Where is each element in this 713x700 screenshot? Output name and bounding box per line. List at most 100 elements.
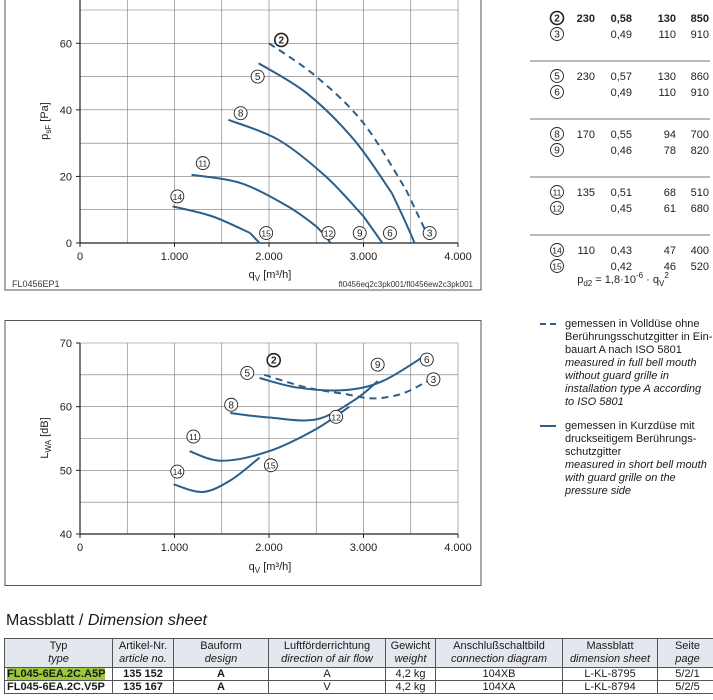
sound-x-axis-label: qV [m³/h] (249, 561, 292, 575)
marker-label: 15 (261, 229, 271, 239)
marker-label: 3 (431, 375, 437, 386)
marker-label: 5 (255, 72, 261, 83)
curve-marker-15: 15 (259, 226, 274, 240)
curve-marker-3: 3 (426, 372, 441, 387)
curve-8-9 (230, 380, 379, 422)
operating-point-row: 15 0,42 46 520 (550, 259, 709, 273)
cell-article: 135 152 (112, 667, 174, 681)
marker-label: 15 (266, 461, 276, 471)
title-en: Dimension sheet (87, 612, 207, 629)
op-cell: 0,45 (611, 203, 632, 215)
highlighted-type[interactable]: FL045-6EA.2C.A5P (7, 668, 106, 680)
x-tick-label: 1.000 (161, 251, 189, 263)
op-curve-id: 11 (553, 188, 562, 198)
x-tick-label: 1.000 (161, 542, 189, 554)
marker-label: 8 (238, 109, 244, 120)
op-curve-id: 9 (554, 146, 560, 157)
marker-label: 11 (198, 159, 207, 169)
y-tick-label: 50 (60, 465, 72, 477)
legend-en-line: measured in short bell mouth (565, 459, 707, 471)
op-cell: 46 (664, 261, 676, 273)
op-cell: 0,57 (611, 71, 632, 83)
cell-connection[interactable]: 104XB (435, 667, 563, 681)
op-cell: 230 (577, 71, 595, 83)
op-cell: 910 (691, 29, 709, 41)
legend-en-line: installation type A according (565, 383, 702, 395)
curve-marker-3: 3 (422, 226, 437, 240)
cell-page: 5/2/1 (657, 667, 713, 681)
marker-label: 5 (244, 368, 250, 379)
legend-de-line: bauart A nach ISO 5801 (565, 344, 682, 356)
op-cell: 0,46 (611, 145, 632, 157)
cell-type[interactable]: FL045-6EA.2C.A5P (4, 667, 113, 681)
curve-marker-6: 6 (419, 352, 434, 367)
op-cell: 0,55 (611, 129, 632, 141)
legend-en-line: without guard grille in (565, 370, 669, 382)
col-dimension-sheet: Massblatt dimension sheet (562, 638, 658, 668)
curve-marker-15: 15 (263, 458, 278, 473)
curve-14-15 (173, 456, 261, 493)
curve-marker-11: 11 (195, 156, 210, 171)
x-tick-label: 2.000 (255, 542, 283, 554)
cell-type[interactable]: FL045-6EA.2C.V5P (4, 680, 113, 694)
legend-en-line: to ISO 5801 (565, 396, 624, 408)
col-page: Seite page (657, 638, 713, 668)
marker-label: 11 (189, 432, 198, 442)
curve-marker-12: 12 (329, 409, 344, 424)
curve-marker-9: 9 (352, 226, 367, 240)
curve-marker-11: 11 (186, 429, 201, 444)
y-tick-label: 60 (60, 38, 72, 50)
pressure-chart: 2 5 8 11 14 15 12 9 6 3 0 1.000 2.000 3.000 4.000 0 20 4… (4, 0, 482, 291)
cell-article: 135 167 (112, 680, 174, 694)
table-row[interactable]: FL045-6EA.2C.A5P 135 152 A A 4,2 kg 104X… (4, 667, 713, 681)
cell-dimension-sheet[interactable]: L-KL-8794 (562, 680, 658, 694)
curve-marker-9: 9 (370, 357, 385, 372)
pressure-x-axis-label: qV [m³/h] (249, 269, 292, 283)
op-curve-id: 3 (554, 30, 560, 41)
cell-dimension-sheet[interactable]: L-KL-8795 (562, 667, 658, 681)
op-cell: 47 (664, 245, 676, 257)
op-cell: 520 (691, 261, 709, 273)
chart-code-right: fl0456eq2c3pk001/fl0456ew2c3pk001 (339, 280, 474, 289)
curve-marker-6: 6 (383, 226, 397, 240)
table-row[interactable]: FL045-6EA.2C.V5P 135 167 A V 4,2 kg 104X… (4, 680, 713, 694)
curve-11-12 (189, 405, 350, 462)
op-cell: 0,42 (611, 261, 632, 273)
operating-point-row: 12 0,45 61 680 (550, 201, 709, 215)
marker-label: 9 (375, 360, 381, 371)
x-tick-label: 4.000 (444, 251, 472, 263)
cell-airflow: A (268, 667, 386, 681)
op-cell: 61 (664, 203, 676, 215)
curve-marker-5: 5 (250, 69, 265, 84)
op-cell: 910 (691, 87, 709, 99)
sound-y-axis-label: LWA [dB] (39, 417, 53, 458)
y-tick-label: 60 (60, 402, 72, 414)
op-cell: 78 (664, 145, 676, 157)
col-airflow: Luftförderrichtung direction of air flow (268, 638, 386, 668)
sound-power-chart: 2 5 8 11 14 15 12 9 63 0 1.000 2.000 3.000 4.000 40 50… (4, 320, 482, 586)
op-curve-id: 2 (554, 14, 560, 25)
title-de: Massblatt / (6, 612, 88, 629)
op-cell: 94 (664, 129, 676, 141)
op-cell: 0,43 (611, 245, 632, 257)
op-cell: 820 (691, 145, 709, 157)
op-cell: 400 (691, 245, 709, 257)
marker-label: 2 (271, 356, 277, 367)
curve-marker-2: 2 (266, 352, 282, 368)
cell-connection[interactable]: 104XA (435, 680, 563, 694)
op-cell: 110 (658, 87, 676, 99)
curve-8 (227, 118, 365, 218)
legend-de-line: gemessen in Volldüse ohne (565, 318, 700, 330)
op-cell: 68 (664, 187, 676, 199)
op-cell: 170 (577, 129, 595, 141)
marker-label: 8 (228, 400, 234, 411)
pressure-y-axis-label: psF [Pa] (39, 102, 53, 140)
op-cell: 860 (691, 71, 709, 83)
curve-15 (249, 232, 261, 244)
marker-label: 2 (279, 35, 285, 46)
marker-label: 6 (424, 355, 430, 366)
solid-line-symbol (540, 425, 556, 427)
op-cell: 110 (577, 245, 595, 257)
marker-label: 3 (427, 229, 433, 240)
op-cell: 850 (691, 13, 709, 25)
